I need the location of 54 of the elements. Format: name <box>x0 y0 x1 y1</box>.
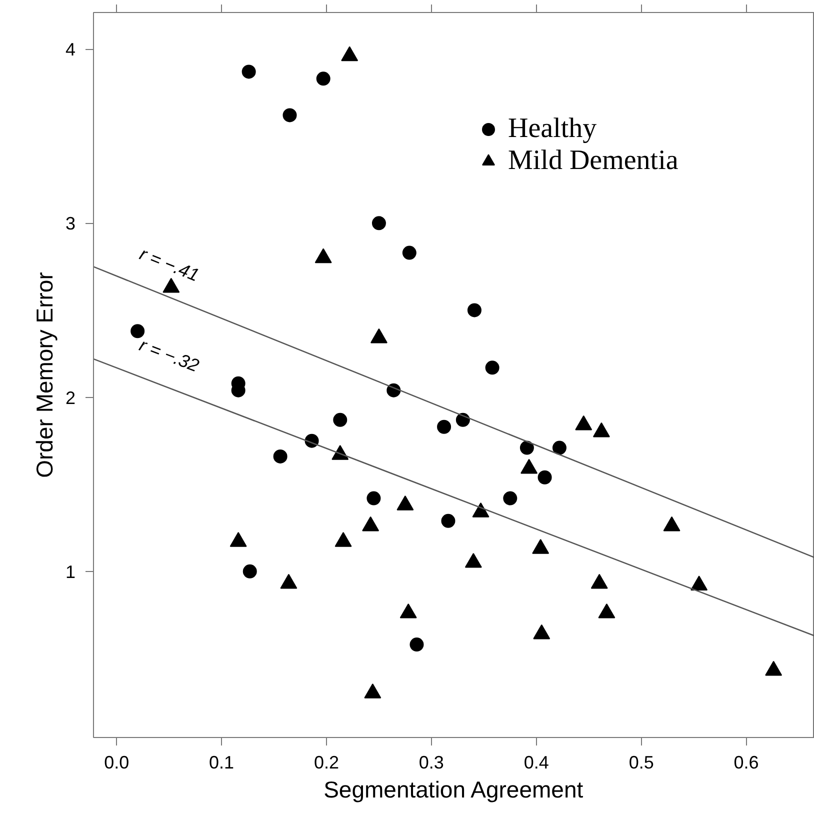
point <box>333 412 348 427</box>
point <box>366 491 381 506</box>
y-tick-label: 3 <box>65 214 76 234</box>
point <box>503 491 518 506</box>
point <box>396 496 414 510</box>
point <box>592 422 610 438</box>
legend-label: Mild Dementia <box>508 145 678 177</box>
point <box>437 420 452 434</box>
point <box>663 516 680 532</box>
point <box>520 440 534 455</box>
y-axis-title: Order Memory Error <box>31 272 58 478</box>
point <box>538 470 552 484</box>
annotation: r = −.32 <box>136 334 202 376</box>
point <box>467 303 482 318</box>
point <box>690 576 708 590</box>
point <box>575 415 592 430</box>
point <box>130 324 145 338</box>
legend-label: Healthy <box>508 113 597 145</box>
point <box>400 603 417 618</box>
point <box>230 532 247 547</box>
point <box>402 246 416 260</box>
point <box>334 532 352 547</box>
point <box>485 360 500 375</box>
x-tick-label: 0.0 <box>104 752 130 772</box>
y-tick-label: 2 <box>65 388 76 408</box>
point <box>765 660 782 676</box>
x-tick-label: 0.6 <box>734 752 759 772</box>
x-tick-label: 0.1 <box>209 752 234 772</box>
y-tick-label: 1 <box>65 562 76 582</box>
point <box>273 449 288 464</box>
point <box>598 603 616 618</box>
x-axis-title: Segmentation Agreement <box>324 776 584 802</box>
point <box>520 458 538 474</box>
point <box>532 539 550 554</box>
point <box>464 552 482 568</box>
point <box>280 574 298 589</box>
x-tick-label: 0.2 <box>314 752 340 772</box>
point <box>456 412 470 427</box>
point <box>362 516 380 532</box>
x-tick-label: 0.5 <box>628 752 654 772</box>
point <box>242 64 256 79</box>
x-tick-label: 0.3 <box>418 752 444 772</box>
point <box>552 440 566 455</box>
point <box>282 108 297 122</box>
point <box>441 514 456 528</box>
point <box>372 216 386 230</box>
point <box>316 72 330 86</box>
annotation: r = −.41 <box>136 244 202 286</box>
y-tick-label: 4 <box>65 40 76 60</box>
point <box>472 502 490 518</box>
point <box>590 574 608 589</box>
point <box>533 624 550 640</box>
point <box>364 684 382 698</box>
x-tick-label: 0.4 <box>524 752 549 772</box>
